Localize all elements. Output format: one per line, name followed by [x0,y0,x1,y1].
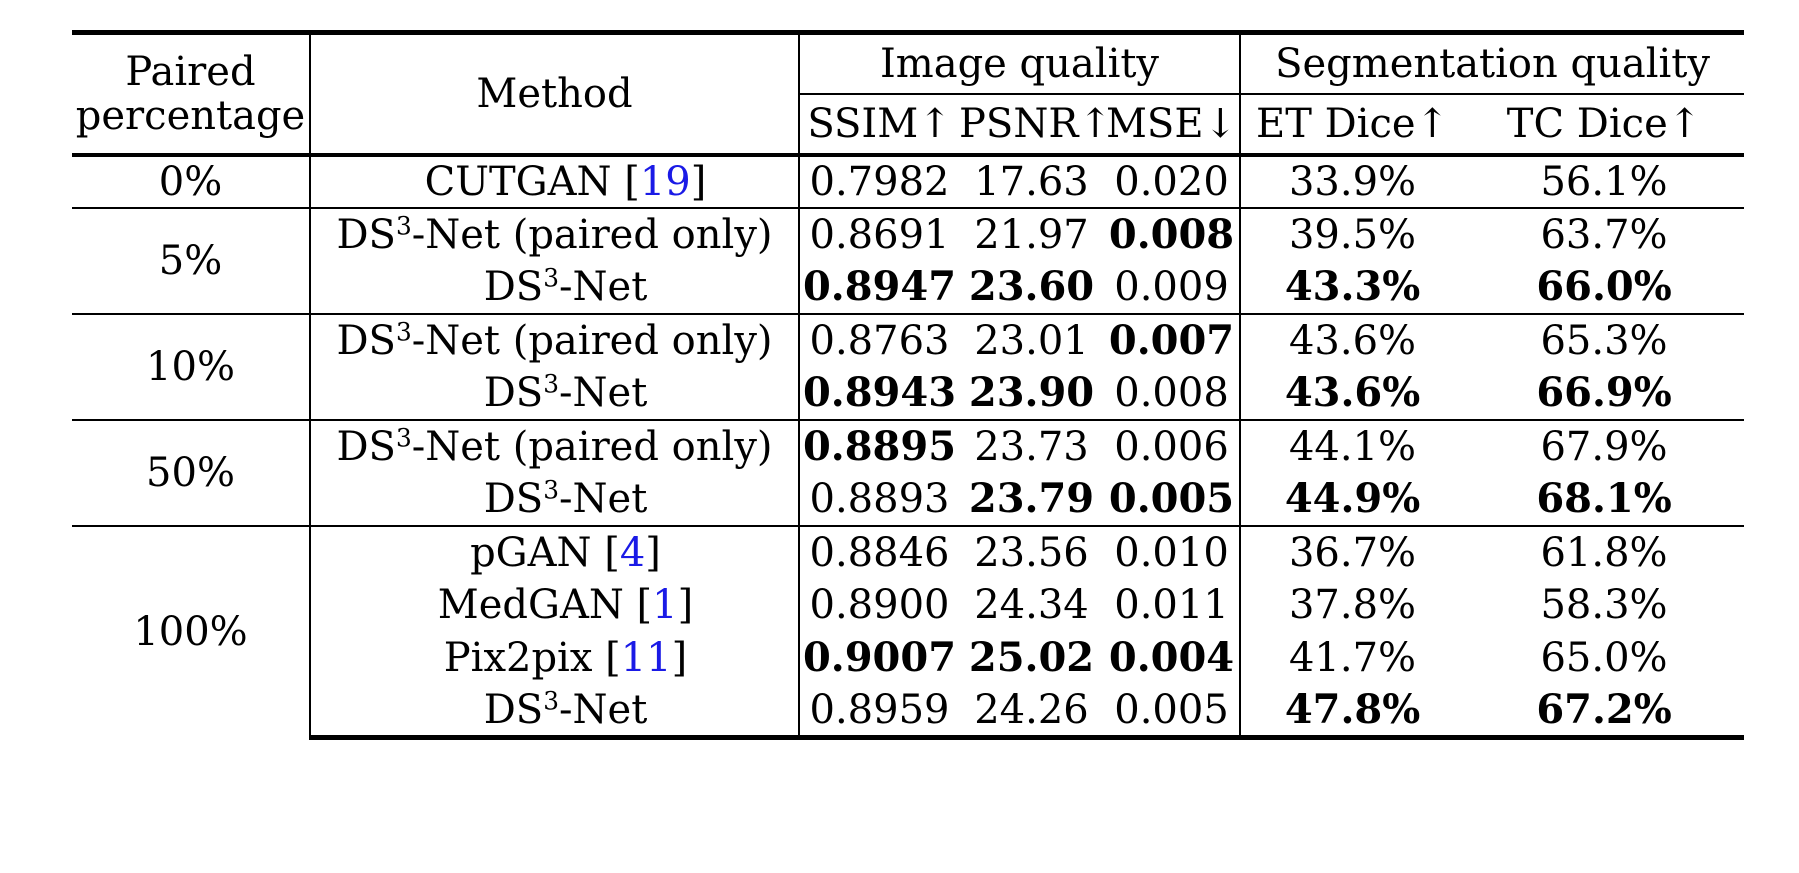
tc-dice-cell: 67.2% [1464,684,1745,740]
ssim-cell: 0.8943 [802,368,957,416]
ssim-cell: 0.8900 [809,582,950,628]
method-cell: DS3-Net (paired only) [310,418,800,473]
et-dice-cell: 36.7% [1240,524,1465,579]
header-psnr: PSNR↑ [959,100,1112,147]
ssim-cell: 0.8691 [799,206,959,261]
tc-dice-cell: 63.7% [1464,206,1745,261]
paired-percentage-cell: 10% [72,312,311,420]
table-row: DS3-Net 0.8943 23.90 0.008 43.6% 66.9% [72,366,1744,420]
header-paired-line2: percentage [75,92,306,139]
mse-cell: 0.008 [1104,366,1242,420]
et-dice-cell: 39.5% [1240,206,1465,261]
header-paired: Paired [72,30,311,95]
header-method: Method [310,30,800,155]
method-cell: pGAN [4] [310,524,800,579]
citation-link[interactable]: 1 [652,582,678,628]
et-dice-cell: 41.7% [1288,635,1417,681]
header-image-quality: Image quality [799,30,1242,95]
mse-cell: 0.007 [1104,312,1242,367]
mse-cell: 0.011 [1104,578,1242,632]
header-paired-line1: Paired [125,48,256,95]
psnr-cell: 23.60 [968,262,1095,310]
et-dice-cell: 43.3% [1284,262,1421,310]
tc-dice-cell: 65.3% [1464,312,1745,367]
table-row: MedGAN [1] 0.8900 24.34 0.011 37.8% 58.3% [72,578,1744,632]
header-ssim: SSIM↑ [807,100,952,147]
table-row: DS3-Net 0.8947 23.60 0.009 43.3% 66.0% [72,260,1744,314]
method-cell: DS3-Net (paired only) [310,206,800,261]
tc-dice-cell: 58.3% [1540,582,1668,628]
citation-link[interactable]: 11 [620,635,672,681]
table-row: 5% DS3-Net (paired only) 0.8691 21.97 0.008 3… [72,206,1745,314]
mse-cell: 0.010 [1104,524,1242,579]
ssim-cell: 0.8895 [799,418,959,473]
tc-dice-cell: 66.9% [1536,368,1672,416]
mse-cell: 0.008 [1104,206,1242,261]
psnr-cell: 17.63 [959,152,1104,208]
et-dice-cell: 44.9% [1284,474,1421,522]
header-percentage: percentage [72,92,311,155]
psnr-cell: 21.97 [959,206,1104,261]
paired-percentage-cell: 0% [72,152,311,208]
psnr-cell: 24.26 [959,684,1104,740]
citation-link[interactable]: 4 [619,529,646,576]
ssim-cell: 0.8893 [809,475,950,522]
tc-dice-cell: 56.1% [1464,152,1745,208]
mse-cell: 0.004 [1104,631,1242,685]
table-row: DS3-Net 0.8959 24.26 0.005 47.8% 67.2% [72,684,1745,740]
header-tc-dice: TC Dice↑ [1506,100,1702,147]
ssim-cell: 0.8947 [802,262,957,310]
paired-percentage-cell: 50% [72,418,311,526]
psnr-cell: 23.01 [959,312,1104,367]
ssim-cell: 0.8763 [799,312,959,367]
paired-percentage-cell: 100% [72,524,311,738]
method-cell: CUTGAN [19] [310,152,800,208]
tc-dice-cell: 65.0% [1540,635,1668,681]
tc-dice-cell: 67.9% [1464,418,1745,473]
ssim-cell: 0.8846 [799,524,959,579]
psnr-cell: 24.34 [974,582,1089,628]
method-cell: Pix2pix [11] [310,631,800,685]
citation-link[interactable]: 19 [639,158,691,205]
et-dice-cell: 44.1% [1240,418,1465,473]
method-cell: DS3-Net [310,472,800,526]
mse-cell: 0.005 [1104,684,1242,740]
psnr-cell: 23.56 [959,524,1104,579]
ssim-cell: 0.7982 [799,152,959,208]
table-row: Pix2pix [11] 0.9007 25.02 0.004 41.7% 65.0% [72,631,1744,685]
table-row: 100% pGAN [4] 0.8846 23.56 0.010 36.7% 61.8% [72,524,1745,738]
ssim-cell: 0.8959 [799,684,959,740]
et-dice-cell: 43.6% [1284,368,1421,416]
method-cell: DS3-Net [310,684,800,740]
table-row: 50% DS3-Net (paired only) 0.8895 23.73 0.006… [72,418,1745,526]
psnr-cell: 23.73 [959,418,1104,473]
header-et-dice: ET Dice↑ [1256,100,1450,147]
mse-cell: 0.020 [1104,152,1242,208]
psnr-cell: 23.79 [968,474,1095,522]
method-cell: DS3-Net [310,260,800,314]
paired-percentage-cell: 5% [72,206,311,314]
tc-dice-cell: 61.8% [1464,524,1745,579]
method-cell: DS3-Net [310,366,800,420]
et-dice-cell: 47.8% [1240,684,1465,740]
et-dice-cell: 33.9% [1240,152,1465,208]
et-dice-cell: 37.8% [1288,582,1417,628]
results-table: Paired Method Image quality Segmentation… [72,30,1745,740]
method-cell: DS3-Net (paired only) [310,312,800,367]
tc-dice-cell: 68.1% [1536,474,1672,522]
mse-cell: 0.005 [1104,472,1242,526]
mse-cell: 0.009 [1104,260,1242,314]
ssim-cell: 0.9007 [802,634,957,681]
table-row: 0% CUTGAN [19] 0.7982 17.63 0.020 33.9% 56.1% [72,152,1745,208]
header-mse: MSE↓ [1104,93,1242,155]
et-dice-cell: 43.6% [1240,312,1465,367]
header-segmentation-quality: Segmentation quality [1240,30,1745,95]
psnr-cell: 25.02 [968,634,1095,681]
table-row: 10% DS3-Net (paired only) 0.8763 23.01 0.007… [72,312,1745,420]
mse-cell: 0.006 [1104,418,1242,473]
method-cell: MedGAN [1] [310,578,800,632]
table-row: DS3-Net 0.8893 23.79 0.005 44.9% 68.1% [72,472,1744,526]
psnr-cell: 23.90 [968,368,1095,416]
tc-dice-cell: 66.0% [1536,262,1672,310]
